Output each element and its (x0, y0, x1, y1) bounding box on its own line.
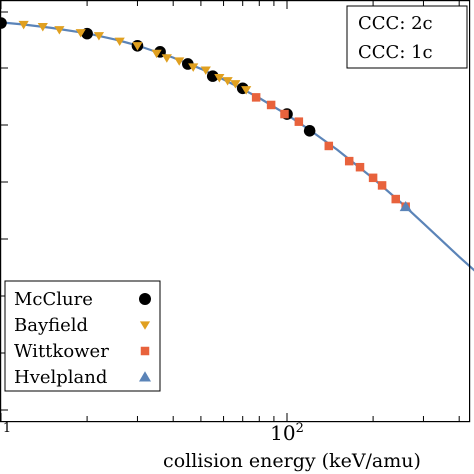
bayfield-point (230, 80, 241, 89)
legend-mcclure-label: McClure (14, 289, 93, 310)
wittkower-point (377, 181, 387, 190)
bayfield-point (241, 86, 252, 95)
x-axis-label: collision energy (keV/amu) (163, 450, 421, 472)
bayfield-point (132, 42, 143, 51)
bayfield-point (93, 32, 105, 41)
legend-bayfield-label: Bayfield (14, 315, 88, 336)
legend-bottom-left: McClure Bayfield Wittkower Hvelpland (4, 280, 161, 392)
wittkower-point (344, 156, 354, 166)
wittkower-point (391, 194, 400, 204)
legend-top-right-box (346, 5, 468, 69)
wittkower-point (368, 173, 378, 183)
wittkower-point (324, 141, 334, 151)
wittkower-point (251, 93, 261, 102)
mcclure-legend-marker (139, 293, 151, 305)
legend-markers (139, 293, 151, 382)
hvelpland-point (399, 200, 412, 212)
mcclure-point (0, 17, 7, 29)
x-tick-label: 1 (3, 421, 11, 436)
legend-ccc-2c: CCC: 2c (358, 13, 433, 34)
bayfield-point (214, 74, 225, 83)
bayfield-point (75, 29, 86, 38)
legend-bottom-left-box (4, 280, 161, 392)
bayfield-point (161, 54, 172, 63)
bayfield-point (222, 77, 233, 86)
data-points-layer (0, 17, 412, 212)
bayfield-point (151, 49, 162, 59)
legend-ccc-1c: CCC: 1c (358, 42, 433, 63)
wittkower-point (294, 117, 304, 126)
bayfield-point (37, 23, 48, 32)
x-tick-label: 102 (270, 421, 304, 445)
wittkower-point (266, 100, 276, 110)
bayfield-legend-marker (139, 321, 151, 330)
bayfield-point (54, 26, 65, 35)
bayfield-point (200, 66, 211, 75)
bayfield-point (114, 37, 125, 47)
hvelpland-legend-marker (139, 371, 151, 382)
legend-wittkower-label: Wittkower (14, 341, 109, 362)
bayfield-point (174, 57, 185, 66)
wittkower-point (280, 109, 289, 119)
legend-top-right: CCC: 2c CCC: 1c (346, 5, 468, 69)
wittkower-legend-marker (140, 346, 150, 356)
mcclure-point (206, 70, 219, 82)
wittkower-point (355, 162, 365, 172)
plot-frame (0, 0, 471, 423)
mcclure-point (303, 124, 316, 137)
bayfield-point (188, 63, 199, 72)
bayfield-point (18, 20, 29, 30)
legend-hvelpland-label: Hvelpland (14, 367, 107, 388)
